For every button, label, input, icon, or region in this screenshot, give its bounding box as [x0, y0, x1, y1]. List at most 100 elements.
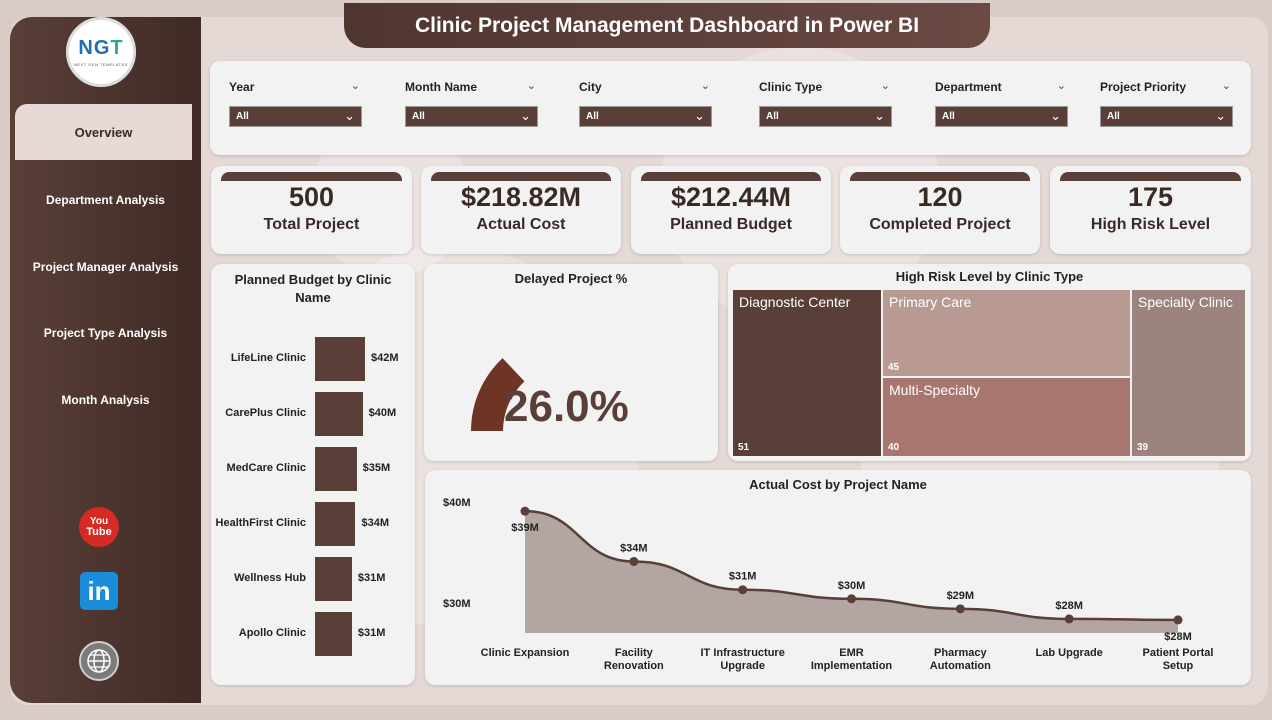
actual-cost-area-chart: Actual Cost by Project Name $40M $30M $39M… — [425, 470, 1251, 685]
data-point[interactable] — [1064, 614, 1074, 624]
data-point[interactable] — [1173, 615, 1183, 625]
bar-mark[interactable] — [315, 502, 356, 546]
treemap-cell-diagnostic-center[interactable]: Diagnostic Center 51 — [733, 290, 881, 456]
chevron-down-icon: ⌄ — [874, 108, 885, 123]
bar-category-label: CarePlus Clinic — [225, 407, 306, 419]
data-point[interactable] — [955, 604, 965, 614]
chevron-down-icon[interactable]: ⌄ — [1221, 80, 1231, 92]
chevron-down-icon[interactable]: ⌄ — [526, 80, 536, 92]
y-tick-label: $40M — [443, 497, 471, 509]
kpi-actual-cost: $218.82M Actual Cost — [421, 166, 621, 254]
chevron-down-icon[interactable]: ⌄ — [1056, 80, 1066, 92]
bar-value-label: $42M — [371, 352, 399, 364]
planned-budget-chart: Planned Budget by Clinic Name LifeLine C… — [211, 264, 415, 685]
filter-project-priority[interactable]: Project Priority ⌄ All ⌄ — [1100, 80, 1233, 127]
website-globe-icon[interactable] — [79, 641, 119, 681]
filter-department-select[interactable]: All ⌄ — [935, 106, 1068, 127]
nav-department-analysis[interactable]: Department Analysis — [46, 193, 165, 207]
kpi-label: Planned Budget — [670, 216, 792, 233]
filter-month-name-select[interactable]: All ⌄ — [405, 106, 538, 127]
youtube-icon[interactable]: You Tube — [79, 507, 119, 547]
chevron-down-icon: ⌄ — [344, 108, 355, 123]
page-title: Clinic Project Management Dashboard in P… — [344, 3, 990, 48]
gauge-graphic — [471, 358, 525, 431]
bar-value-label: $35M — [362, 462, 391, 474]
filter-clinic-type-select[interactable]: All ⌄ — [759, 106, 892, 127]
bar-category-label: HealthFirst Clinic — [215, 517, 306, 529]
kpi-high-risk-level: 175 High Risk Level — [1050, 166, 1251, 254]
filter-year[interactable]: Year ⌄ All ⌄ — [229, 80, 362, 127]
nav-month-analysis[interactable]: Month Analysis — [61, 393, 150, 407]
chevron-down-icon: ⌄ — [694, 108, 705, 123]
chevron-down-icon[interactable]: ⌄ — [880, 80, 890, 92]
bar-value-label: $31M — [357, 627, 386, 639]
chevron-down-icon: ⌄ — [1215, 108, 1226, 123]
treemap-cell-specialty-clinic[interactable]: Specialty Clinic 39 — [1132, 290, 1245, 456]
bar-value-label: $40M — [368, 407, 397, 419]
treemap-cell-primary-care[interactable]: Primary Care 45 — [883, 290, 1130, 376]
data-point[interactable] — [847, 594, 856, 604]
bar-category-label: LifeLine Clinic — [230, 352, 306, 364]
filter-month-name[interactable]: Month Name ⌄ All ⌄ — [405, 80, 538, 127]
kpi-label: Total Project — [263, 216, 360, 233]
bar-mark[interactable] — [315, 557, 352, 601]
bar-mark[interactable] — [315, 337, 365, 381]
x-category-label: Patient Portal Setup — [1143, 647, 1214, 672]
filter-city[interactable]: City ⌄ All ⌄ — [579, 80, 712, 127]
y-tick-label: $30M — [443, 598, 471, 610]
kpi-label: Actual Cost — [476, 216, 566, 233]
filter-year-select[interactable]: All ⌄ — [229, 106, 362, 127]
kpi-planned-budget: $212.44M Planned Budget — [631, 166, 831, 254]
x-category-label: Pharmacy Automation — [930, 647, 991, 672]
bar-mark[interactable] — [315, 392, 363, 436]
bar-row[interactable]: HealthFirst Clinic $34M — [211, 502, 416, 546]
bar-mark[interactable] — [315, 447, 357, 491]
bar-row[interactable]: CarePlus Clinic $40M — [211, 392, 416, 436]
bar-row[interactable]: Wellness Hub $31M — [211, 557, 416, 601]
bar-mark[interactable] — [315, 612, 352, 656]
kpi-value: 175 — [1127, 182, 1174, 212]
kpi-value: 120 — [917, 182, 963, 212]
area-fill — [525, 511, 1178, 633]
gauge-value: 26.0% — [504, 382, 629, 431]
filter-city-select[interactable]: All ⌄ — [579, 106, 712, 127]
nav-project-type-analysis[interactable]: Project Type Analysis — [43, 326, 168, 340]
filter-clinic-type[interactable]: Clinic Type ⌄ All ⌄ — [759, 80, 892, 127]
chevron-down-icon[interactable]: ⌄ — [700, 80, 710, 92]
gauge-arc — [471, 358, 525, 431]
bar-category-label: MedCare Clinic — [226, 462, 306, 474]
delayed-project-gauge: Delayed Project % 26.0% — [424, 264, 718, 461]
data-label: $28M — [1055, 600, 1083, 612]
chevron-down-icon: ⌄ — [520, 108, 531, 123]
data-point[interactable] — [629, 556, 639, 566]
bar-category-label: Apollo Clinic — [238, 627, 306, 639]
filter-project-priority-select[interactable]: All ⌄ — [1100, 106, 1233, 127]
treemap-cell-multi-specialty[interactable]: Multi-Specialty 40 — [883, 378, 1130, 456]
kpi-total-project: 500 Total Project — [211, 166, 412, 254]
kpi-completed-project: 120 Completed Project — [840, 166, 1040, 254]
x-category-label: IT Infrastructure Upgrade — [700, 647, 784, 672]
data-point[interactable] — [738, 585, 748, 595]
chart-title: High Risk Level by Clinic Type — [895, 269, 1084, 284]
data-label: $28M — [1164, 631, 1192, 643]
bar-row[interactable]: LifeLine Clinic $42M — [211, 337, 416, 381]
kpi-value: $218.82M — [460, 182, 582, 212]
bar-row[interactable]: Apollo Clinic $31M — [211, 612, 416, 656]
chart-title: Actual Cost by Project Name — [749, 477, 927, 492]
bar-row[interactable]: MedCare Clinic $35M — [211, 447, 416, 491]
linkedin-icon[interactable]: in — [79, 571, 119, 611]
sidebar: NGT NEXT GEN TEMPLATES Overview Departme… — [10, 17, 201, 703]
data-label: $34M — [620, 542, 648, 554]
filter-panel — [210, 61, 1251, 155]
high-risk-treemap: High Risk Level by Clinic Type Diagnosti… — [728, 264, 1251, 461]
bar-value-label: $34M — [361, 517, 389, 529]
nav-overview[interactable]: Overview — [15, 104, 192, 160]
data-label: $39M — [511, 522, 539, 534]
data-point[interactable] — [520, 506, 530, 516]
filter-department[interactable]: Department ⌄ All ⌄ — [935, 80, 1068, 127]
chart-title: Delayed Project % — [514, 271, 628, 286]
x-category-label: Facility Renovation — [604, 647, 664, 672]
kpi-label: High Risk Level — [1090, 216, 1211, 233]
chevron-down-icon[interactable]: ⌄ — [350, 80, 360, 92]
nav-project-manager-analysis[interactable]: Project Manager Analysis — [32, 260, 179, 274]
